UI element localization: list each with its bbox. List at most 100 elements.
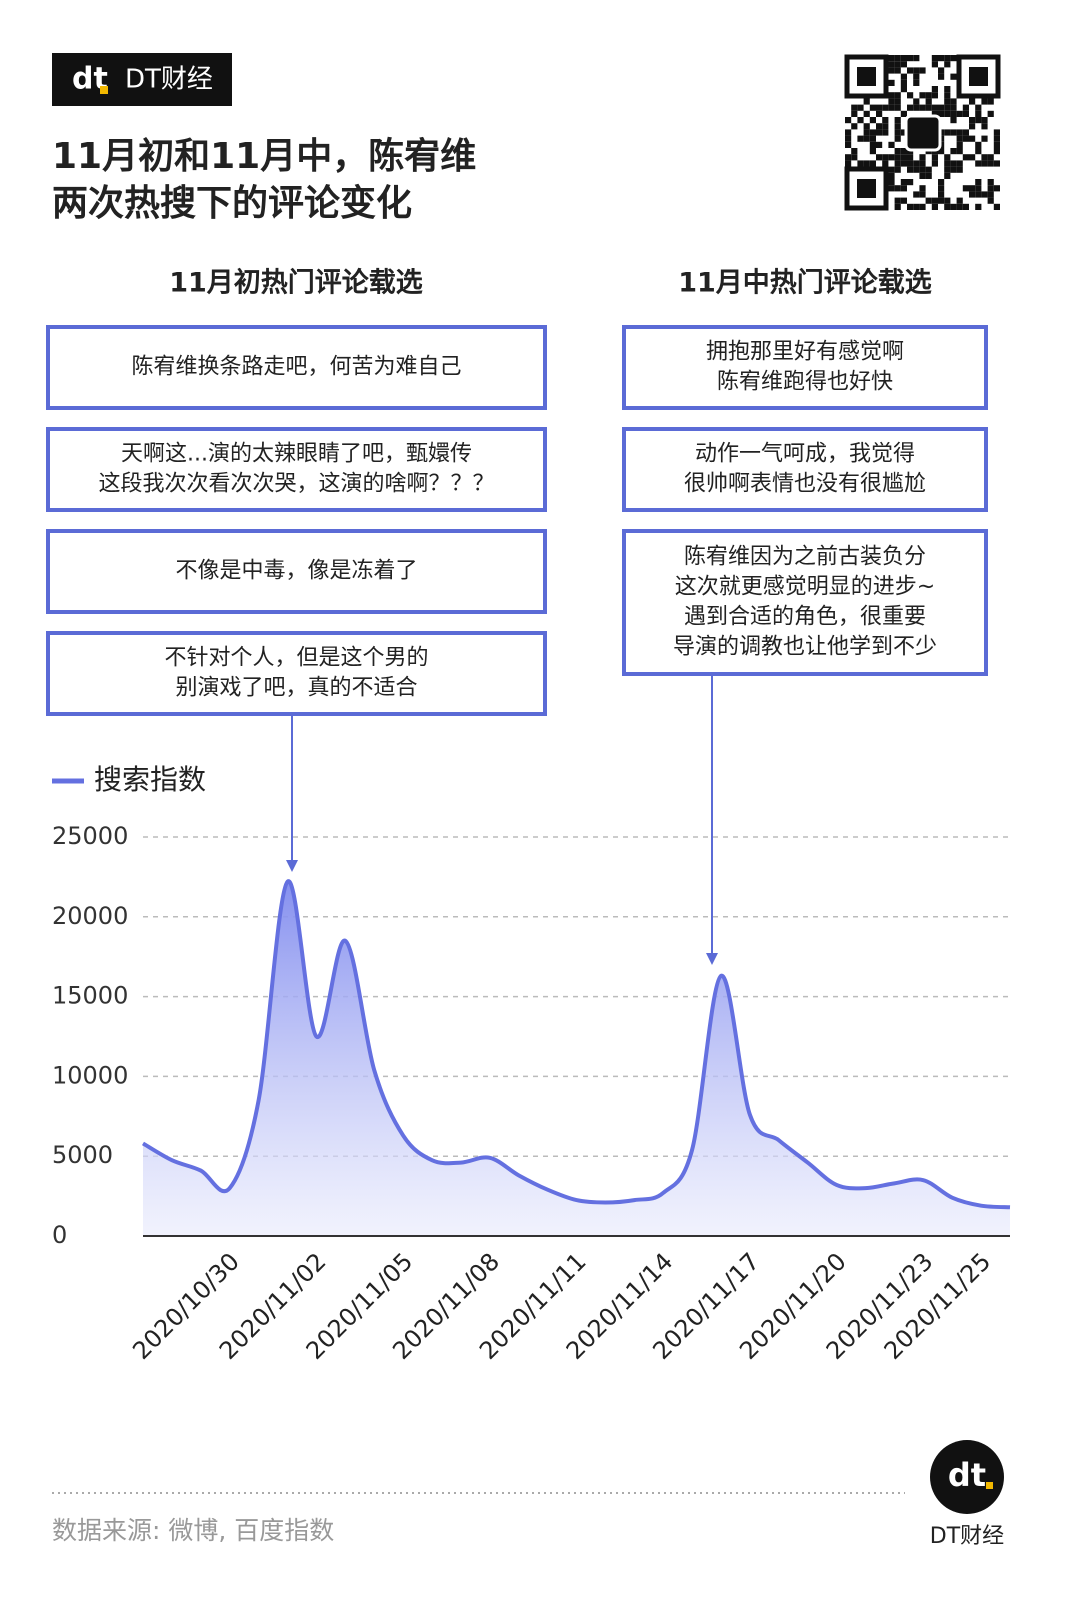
qr-cell (950, 55, 957, 62)
qr-cell (907, 67, 914, 74)
qr-cell (944, 61, 951, 68)
qr-cell (894, 197, 901, 204)
qr-cell (913, 67, 920, 74)
qr-cell (882, 160, 889, 167)
y-tick-label: 15000 (52, 982, 128, 1010)
qr-cell (907, 92, 914, 99)
comment-box (46, 631, 547, 716)
qr-cell (969, 98, 976, 105)
footer-logo (930, 1440, 1004, 1514)
qr-cell (931, 104, 938, 111)
qr-cell (950, 166, 957, 173)
qr-cell (944, 129, 951, 136)
qr-cell (888, 141, 895, 148)
qr-cell (975, 179, 982, 186)
qr-cell (863, 98, 870, 105)
qr-cell (888, 92, 895, 99)
qr-cell (894, 98, 901, 105)
qr-cell (944, 104, 951, 111)
qr-cell (938, 110, 945, 117)
qr-cell (931, 61, 938, 68)
qr-cell (882, 104, 889, 111)
qr-cell (931, 55, 938, 62)
qr-cell (931, 110, 938, 117)
qr-cell (894, 129, 901, 136)
qr-cell (888, 67, 895, 74)
qr-cell (956, 166, 963, 173)
qr-cell (962, 185, 969, 192)
qr-cell (987, 154, 994, 161)
comment-text: 遇到合适的角色，很重要 (684, 605, 926, 630)
comment-text: 这次就更感觉明显的进步~ (675, 575, 935, 600)
qr-cell (845, 117, 852, 124)
comment-text: 陈宥维跑得也好快 (717, 370, 893, 395)
qr-cell (981, 98, 988, 105)
qr-cell (900, 79, 907, 86)
qr-cell (981, 135, 988, 142)
qr-cell (857, 104, 864, 111)
qr-cell (938, 185, 945, 192)
qr-cell (987, 191, 994, 198)
qr-cell (907, 179, 914, 186)
qr-cell (962, 203, 969, 210)
qr-cell (925, 172, 932, 179)
qr-cell (913, 73, 920, 80)
qr-cell (975, 117, 982, 124)
qr-cell (987, 197, 994, 204)
qr-cell (938, 73, 945, 80)
qr-cell (857, 135, 864, 142)
qr-cell (888, 79, 895, 86)
qr-cell (894, 117, 901, 124)
qr-cell (962, 104, 969, 111)
qr-cell (894, 61, 901, 68)
qr-cell (919, 154, 926, 161)
legend-label: 搜索指数 (94, 763, 206, 796)
qr-cell (894, 185, 901, 192)
qr-cell (919, 203, 926, 210)
source: 数据来源: 微博, 百度指数 (52, 1516, 334, 1545)
qr-cell (900, 179, 907, 186)
qr-cell (956, 129, 963, 136)
qr-cell (981, 191, 988, 198)
qr-cell (950, 104, 957, 111)
qr-cell (919, 185, 926, 192)
qr-cell (944, 203, 951, 210)
qr-cell (962, 129, 969, 136)
qr-finder (956, 54, 1001, 99)
qr-cell (851, 148, 858, 155)
qr-cell (907, 104, 914, 111)
qr-cell (894, 92, 901, 99)
arrow-head (286, 860, 298, 872)
qr-cell (956, 203, 963, 210)
qr-cell (962, 110, 969, 117)
qr-cell (969, 154, 976, 161)
qr-cell (900, 129, 907, 136)
qr-cell (987, 160, 994, 167)
footer-brand: DT财经 (930, 1524, 1004, 1549)
line (141, 879, 1011, 1210)
qr-cell (975, 148, 982, 155)
qr-cell (863, 123, 870, 130)
title-line: 11月初和11月中，陈宥维 (52, 136, 476, 177)
qr-cell (894, 135, 901, 142)
qr-cell (919, 92, 926, 99)
qr-cell (900, 197, 907, 204)
qr-cell (900, 148, 907, 155)
qr-cell (876, 123, 883, 130)
qr-cell (975, 160, 982, 167)
qr-cell (913, 203, 920, 210)
qr-cell (900, 73, 907, 80)
qr-cell (993, 129, 1000, 136)
qr-cell (894, 154, 901, 161)
qr-cell (950, 148, 957, 155)
qr-cell (993, 203, 1000, 210)
logo-dot (100, 86, 108, 94)
qr-cell (913, 191, 920, 198)
qr-cell (919, 191, 926, 198)
qr-cell (993, 185, 1000, 192)
qr-cell (863, 160, 870, 167)
qr-cell (919, 166, 926, 173)
comment-text: 动作一气呵成，我觉得 (695, 442, 915, 467)
qr-cell (938, 191, 945, 198)
